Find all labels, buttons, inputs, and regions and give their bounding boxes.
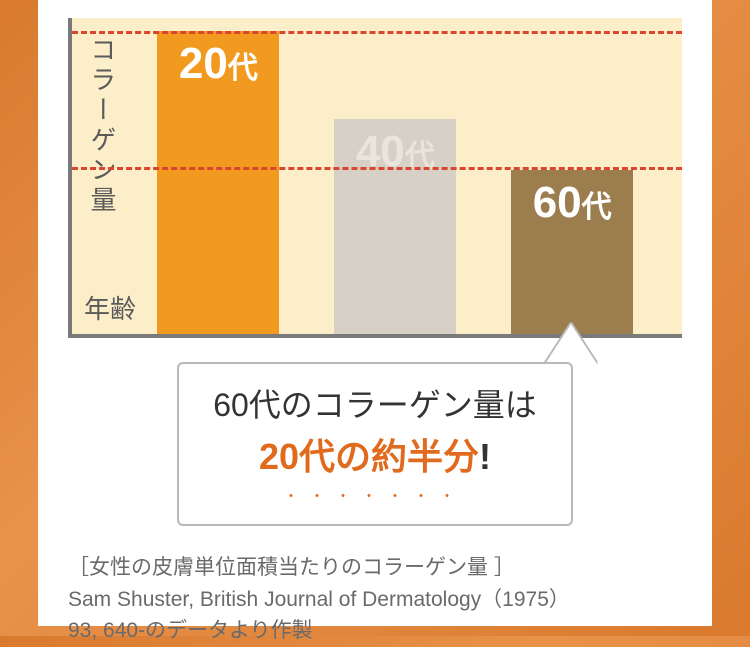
bar: 40代 xyxy=(334,119,456,334)
citation: ［女性の皮膚単位面積当たりのコラーゲン量 ］ Sam Shuster, Brit… xyxy=(68,552,682,647)
callout-box: 60代のコラーゲン量は 20代の約半分! ・・・・・・・ xyxy=(177,362,573,526)
callout-line2: 20代の約半分! xyxy=(213,428,537,480)
reference-line xyxy=(72,31,682,34)
bar: 60代 xyxy=(511,170,633,334)
content-panel: コラーゲン量 年齢 20代40代60代 60代のコラーゲン量は 20代の約半分!… xyxy=(38,0,712,626)
callout-tail: ! xyxy=(479,436,491,477)
callout-highlight: 20代の約半分 xyxy=(259,436,479,477)
reference-line xyxy=(72,167,682,170)
bar-label: 20代 xyxy=(157,39,279,89)
collagen-bar-chart: コラーゲン量 年齢 20代40代60代 xyxy=(68,18,682,338)
callout-pointer xyxy=(545,324,597,364)
callout-dots: ・・・・・・・ xyxy=(213,486,537,506)
bar: 20代 xyxy=(157,31,279,334)
citation-line3: 93, 640-のデータより作製 xyxy=(68,615,682,647)
bar-label: 60代 xyxy=(511,178,633,228)
citation-line2: Sam Shuster, British Journal of Dermatol… xyxy=(68,584,682,616)
callout-line1: 60代のコラーゲン量は xyxy=(213,380,537,426)
citation-line1: ［女性の皮膚単位面積当たりのコラーゲン量 ］ xyxy=(68,552,682,584)
callout-container: 60代のコラーゲン量は 20代の約半分! ・・・・・・・ xyxy=(68,362,682,526)
bars-container: 20代 40代 60代 xyxy=(72,18,682,334)
